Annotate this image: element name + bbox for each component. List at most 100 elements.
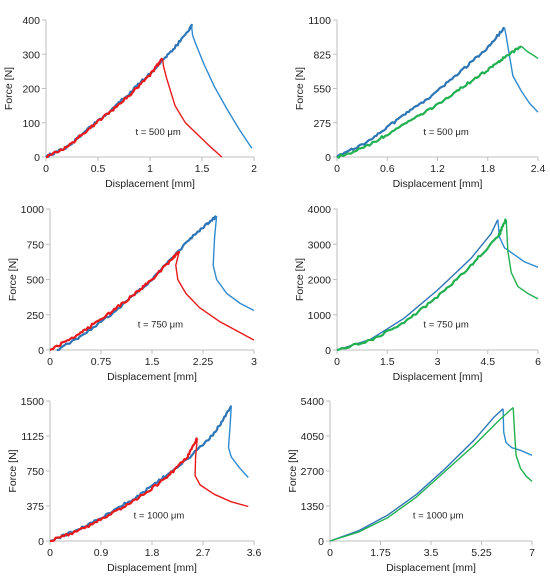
series-line-green (336, 218, 507, 352)
series-line-lightblue (502, 408, 533, 457)
x-tick-label: 3.6 (247, 547, 262, 559)
thickness-annotation: t = 1000 μm (134, 511, 185, 522)
y-tick-label: 5400 (301, 396, 325, 408)
series-line-green (329, 406, 514, 542)
y-tick-label: 1350 (301, 501, 325, 513)
x-tick-label: 1 (147, 163, 153, 175)
y-tick-label: 100 (22, 118, 40, 130)
x-tick-label: 3.5 (424, 547, 439, 559)
x-tick-label: 5.25 (471, 547, 492, 559)
y-tick-label: 200 (22, 84, 40, 96)
series-line-lightblue (212, 216, 255, 312)
x-tick-label: 1.8 (480, 163, 495, 175)
series-line-green (512, 407, 533, 482)
y-tick-label: 4050 (301, 431, 325, 443)
x-tick-label: 0 (334, 163, 340, 175)
x-tick-label: 0.9 (94, 547, 109, 559)
x-tick-label: 0 (327, 547, 333, 559)
y-tick-label: 0 (38, 345, 44, 357)
x-axis-label: Displacement [mm] (105, 178, 195, 190)
x-axis-label: Displacement [mm] (393, 371, 483, 383)
thickness-annotation: t = 750 μm (423, 319, 468, 330)
x-tick-label: 1.75 (370, 547, 391, 559)
series-line-blue (336, 219, 499, 351)
x-axis-label: Displacement [mm] (393, 178, 483, 190)
x-tick-label: 0.6 (380, 163, 395, 175)
series-line-blue (56, 215, 218, 352)
y-tick-label: 2000 (308, 275, 332, 287)
series-line-blue (329, 408, 504, 542)
x-tick-label: 2 (251, 163, 257, 175)
y-tick-label: 0 (325, 345, 331, 357)
series-line-red (49, 437, 198, 543)
x-tick-label: 6 (535, 356, 541, 368)
y-tick-label: 500 (26, 275, 44, 287)
chart-panel-4: 0 1.5 3 4.5 6 0 1000 2000 3000 4000 Displacement [… (294, 204, 541, 383)
series-line-red (49, 251, 181, 351)
chart-panel-2: 0 0.6 1.2 1.8 2.4 0 275 550 825 1100 Displacement … (294, 15, 545, 190)
y-tick-label: 2700 (301, 466, 325, 478)
y-tick-label: 400 (22, 15, 40, 27)
y-tick-label: 750 (26, 239, 44, 251)
x-axis-label: Displacement [mm] (107, 562, 197, 574)
series-line-red (175, 251, 255, 341)
y-tick-label: 750 (26, 466, 44, 478)
y-tick-label: 300 (22, 49, 40, 61)
y-tick-label: 1000 (21, 204, 45, 216)
thickness-annotation: t = 500 μm (423, 127, 468, 138)
y-tick-label: 0 (38, 536, 44, 548)
y-axis-label: Force [N] (3, 67, 15, 110)
y-tick-label: 0 (318, 536, 324, 548)
x-tick-label: 0.75 (91, 356, 112, 368)
y-tick-label: 825 (313, 49, 331, 61)
y-axis-label: Force [N] (7, 449, 19, 492)
y-axis-label: Force [N] (287, 449, 299, 492)
series-line-red (161, 58, 223, 158)
x-tick-label: 1.5 (380, 356, 395, 368)
thickness-annotation: t = 1000 μm (413, 511, 464, 522)
y-tick-label: 1000 (308, 310, 332, 322)
y-tick-label: 1125 (21, 431, 44, 443)
series-line-green (520, 45, 539, 60)
series-line-blue (49, 405, 233, 543)
x-tick-label: 0 (43, 163, 49, 175)
x-tick-label: 1.8 (145, 547, 160, 559)
series-line-lightblue (503, 27, 539, 113)
y-tick-label: 0 (34, 152, 40, 164)
series-line-red (45, 57, 164, 159)
x-axis-label: Displacement [mm] (107, 371, 197, 383)
x-tick-label: 0 (334, 356, 340, 368)
x-tick-label: 7 (529, 547, 535, 559)
y-tick-label: 4000 (308, 204, 332, 216)
x-tick-label: 3 (251, 356, 257, 368)
x-axis-label: Displacement [mm] (386, 562, 476, 574)
x-tick-label: 4.5 (480, 356, 495, 368)
x-tick-label: 2.25 (193, 356, 214, 368)
x-tick-label: 2.4 (531, 163, 546, 175)
chart-panel-3: 0 0.75 1.5 2.25 3 0 250 500 750 1000 Displacement … (7, 204, 257, 383)
x-tick-label: 1.5 (195, 163, 210, 175)
y-tick-label: 250 (26, 310, 44, 322)
y-axis-label: Force [N] (7, 258, 19, 301)
y-tick-label: 550 (313, 84, 331, 96)
x-tick-label: 1.2 (430, 163, 445, 175)
x-tick-label: 1.5 (145, 356, 160, 368)
series-line-green (336, 45, 522, 159)
x-tick-label: 3 (435, 356, 441, 368)
x-tick-label: 0.5 (91, 163, 106, 175)
y-tick-label: 0 (325, 152, 331, 164)
thickness-annotation: t = 750 μm (138, 319, 183, 330)
series-line-red (194, 438, 249, 508)
series-line-green (505, 219, 539, 300)
y-tick-label: 1500 (21, 396, 45, 408)
y-tick-label: 3000 (308, 239, 332, 251)
y-axis-label: Force [N] (294, 67, 306, 110)
chart-panel-5: 0 0.9 1.8 2.7 3.6 0 375 750 1125 1500 Displacement… (7, 396, 261, 574)
chart-panel-6: 0 1.75 3.5 5.25 7 0 1350 2700 4050 5400 Displaceme… (287, 396, 535, 574)
series-line-lightblue (227, 405, 249, 478)
series-line-lightblue (190, 25, 253, 149)
y-tick-label: 275 (313, 118, 331, 130)
x-tick-label: 0 (47, 356, 53, 368)
y-tick-label: 375 (26, 501, 44, 513)
